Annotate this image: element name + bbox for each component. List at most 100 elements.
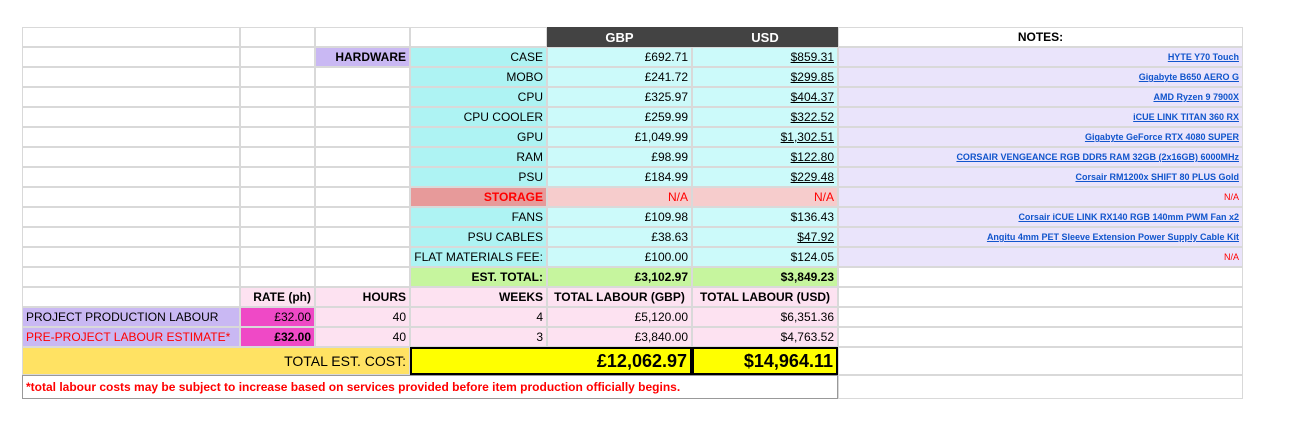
hardware-item-gbp[interactable]: £38.63 — [547, 227, 692, 247]
hardware-item-note-link[interactable]: Gigabyte B650 AERO G — [838, 67, 1243, 87]
empty-cell — [240, 247, 315, 267]
hardware-item-usd[interactable]: $859.31 — [692, 47, 838, 67]
empty-cell — [240, 27, 315, 47]
hardware-item-name[interactable]: FLAT MATERIALS FEE: — [410, 247, 547, 267]
hardware-item-note-link[interactable]: N/A — [838, 187, 1243, 207]
est-total-usd[interactable]: $3,849.23 — [692, 267, 838, 287]
hardware-item-name[interactable]: RAM — [410, 147, 547, 167]
empty-cell — [410, 27, 547, 47]
hardware-item-name[interactable]: PSU CABLES — [410, 227, 547, 247]
empty-cell — [22, 147, 240, 167]
labour-hours[interactable]: 40 — [315, 327, 410, 347]
hardware-item-usd[interactable]: $322.52 — [692, 107, 838, 127]
empty-cell — [240, 167, 315, 187]
hardware-item-gbp[interactable]: £100.00 — [547, 247, 692, 267]
empty-cell — [22, 67, 240, 87]
empty-cell — [240, 127, 315, 147]
hardware-item-usd[interactable]: $122.80 — [692, 147, 838, 167]
hardware-item-usd[interactable]: $299.85 — [692, 67, 838, 87]
labour-total-gbp[interactable]: £3,840.00 — [547, 327, 692, 347]
hardware-item-gbp[interactable]: £109.98 — [547, 207, 692, 227]
footnote: *total labour costs may be subject to in… — [22, 375, 838, 399]
hardware-item-usd[interactable]: $136.43 — [692, 207, 838, 227]
hardware-item-gbp[interactable]: £692.71 — [547, 47, 692, 67]
empty-cell — [315, 147, 410, 167]
empty-cell — [838, 307, 1243, 327]
est-total-gbp[interactable]: £3,102.97 — [547, 267, 692, 287]
hardware-item-gbp[interactable]: £1,049.99 — [547, 127, 692, 147]
labour-total-gbp[interactable]: £5,120.00 — [547, 307, 692, 327]
labour-row-label: PRE-PROJECT LABOUR ESTIMATE* — [22, 327, 240, 347]
hardware-item-name[interactable]: CASE — [410, 47, 547, 67]
hardware-item-usd[interactable]: $1,302.51 — [692, 127, 838, 147]
hardware-item-note-link[interactable]: HYTE Y70 Touch — [838, 47, 1243, 67]
hardware-item-name[interactable]: GPU — [410, 127, 547, 147]
empty-cell — [315, 87, 410, 107]
empty-cell — [22, 247, 240, 267]
hardware-item-note-link[interactable]: AMD Ryzen 9 7900X — [838, 87, 1243, 107]
hardware-item-usd[interactable]: $124.05 — [692, 247, 838, 267]
hardware-item-gbp[interactable]: £259.99 — [547, 107, 692, 127]
hardware-item-name[interactable]: STORAGE — [410, 187, 547, 207]
hardware-item-gbp[interactable]: £184.99 — [547, 167, 692, 187]
labour-weeks[interactable]: 4 — [410, 307, 547, 327]
empty-cell — [240, 147, 315, 167]
hardware-item-name[interactable]: FANS — [410, 207, 547, 227]
empty-cell — [315, 267, 410, 287]
hardware-item-name[interactable]: MOBO — [410, 67, 547, 87]
hardware-item-name[interactable]: PSU — [410, 167, 547, 187]
empty-cell — [22, 167, 240, 187]
hardware-item-usd[interactable]: $47.92 — [692, 227, 838, 247]
labour-total-usd[interactable]: $4,763.52 — [692, 327, 838, 347]
empty-cell — [22, 287, 240, 307]
empty-cell — [22, 127, 240, 147]
empty-cell — [315, 127, 410, 147]
hardware-item-usd[interactable]: $229.48 — [692, 167, 838, 187]
labour-rate[interactable]: £32.00 — [240, 327, 315, 347]
labour-weeks[interactable]: 3 — [410, 327, 547, 347]
empty-cell — [240, 227, 315, 247]
notes-header: NOTES: — [838, 27, 1243, 47]
empty-cell — [22, 47, 240, 67]
usd-header: USD — [692, 27, 838, 48]
empty-cell — [22, 227, 240, 247]
hardware-item-usd[interactable]: N/A — [692, 187, 838, 207]
empty-cell — [22, 267, 240, 287]
empty-cell — [315, 107, 410, 127]
empty-cell — [22, 187, 240, 207]
total-est-cost-usd[interactable]: $14,964.11 — [692, 347, 838, 375]
empty-cell — [315, 207, 410, 227]
hardware-item-note-link[interactable]: Corsair RM1200x SHIFT 80 PLUS Gold — [838, 167, 1243, 187]
total-est-cost-gbp[interactable]: £12,062.97 — [410, 347, 692, 375]
empty-cell — [240, 207, 315, 227]
hardware-item-gbp[interactable]: £325.97 — [547, 87, 692, 107]
rate-header: RATE (ph) — [240, 287, 315, 307]
hardware-item-note-link[interactable]: Angitu 4mm PET Sleeve Extension Power Su… — [838, 227, 1243, 247]
empty-cell — [22, 107, 240, 127]
total-est-cost-label: TOTAL EST. COST: — [22, 347, 410, 375]
hardware-item-note-link[interactable]: Corsair iCUE LINK RX140 RGB 140mm PWM Fa… — [838, 207, 1243, 227]
hardware-label: HARDWARE — [315, 47, 410, 67]
hardware-item-note-link[interactable]: Gigabyte GeForce RTX 4080 SUPER — [838, 127, 1243, 147]
hardware-item-gbp[interactable]: N/A — [547, 187, 692, 207]
hardware-item-note-link[interactable]: N/A — [838, 247, 1243, 267]
empty-cell — [838, 347, 1243, 375]
empty-cell — [22, 87, 240, 107]
empty-cell — [240, 47, 315, 67]
labour-total-usd[interactable]: $6,351.36 — [692, 307, 838, 327]
empty-cell — [240, 267, 315, 287]
labour-rate[interactable]: £32.00 — [240, 307, 315, 327]
hardware-item-usd[interactable]: $404.37 — [692, 87, 838, 107]
hardware-item-note-link[interactable]: iCUE LINK TITAN 360 RX — [838, 107, 1243, 127]
hardware-item-gbp[interactable]: £98.99 — [547, 147, 692, 167]
hardware-item-note-link[interactable]: CORSAIR VENGEANCE RGB DDR5 RAM 32GB (2x1… — [838, 147, 1243, 167]
empty-cell — [838, 375, 1243, 399]
empty-cell — [315, 187, 410, 207]
hardware-item-name[interactable]: CPU — [410, 87, 547, 107]
empty-cell — [838, 287, 1243, 307]
hardware-item-name[interactable]: CPU COOLER — [410, 107, 547, 127]
empty-cell — [315, 227, 410, 247]
hardware-item-gbp[interactable]: £241.72 — [547, 67, 692, 87]
empty-cell — [315, 67, 410, 87]
labour-hours[interactable]: 40 — [315, 307, 410, 327]
